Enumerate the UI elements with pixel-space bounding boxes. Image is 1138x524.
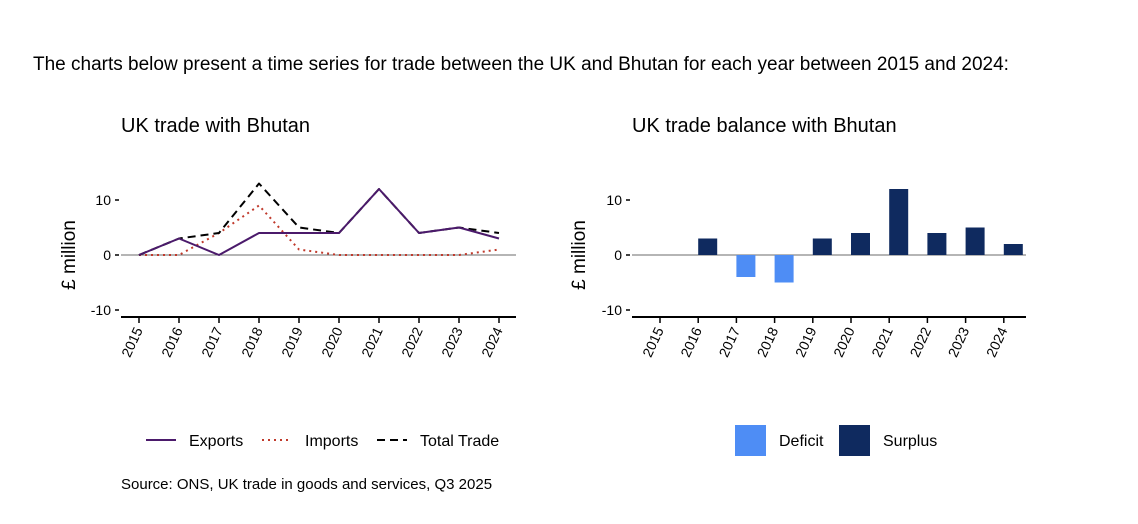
line-chart-xtick-label: 2018 — [238, 324, 266, 359]
bar-chart-xtick-label: 2018 — [754, 324, 782, 359]
bar-chart-ytick-label: 10 — [606, 192, 622, 208]
line-chart-ytick-label: -10 — [91, 302, 111, 318]
bar-2022 — [927, 233, 947, 255]
bar-2018 — [774, 255, 794, 283]
line-chart-xtick-label: 2019 — [278, 324, 306, 359]
bar-2019 — [812, 238, 832, 255]
legend-swatch-surplus — [839, 425, 870, 456]
bar-chart-xtick-label: 2020 — [830, 324, 858, 359]
bar-chart-xtick-label: 2022 — [906, 324, 934, 359]
bar-chart-xtick-label: 2016 — [677, 324, 705, 359]
line-chart-xtick-label: 2020 — [318, 324, 346, 359]
bar-chart-xtick-label: 2015 — [639, 324, 667, 359]
line-chart-title: UK trade with Bhutan — [121, 115, 310, 137]
bar-chart-xtick-label: 2017 — [715, 324, 743, 359]
line-chart-xtick-label: 2016 — [158, 324, 186, 359]
bar-chart-ytick-label: 0 — [614, 247, 622, 263]
bar-chart-xtick-label: 2023 — [945, 324, 973, 359]
bar-chart-xtick-label: 2021 — [868, 324, 896, 359]
legend-label-imports: Imports — [305, 433, 358, 450]
line-chart-xtick-label: 2021 — [358, 324, 386, 359]
legend-label-exports: Exports — [189, 433, 243, 450]
bar-2020 — [851, 233, 870, 255]
bar-chart-xtick-label: 2024 — [983, 324, 1011, 359]
line-chart-xtick-label: 2023 — [438, 324, 466, 359]
line-chart-y-axis-label: £ million — [59, 220, 80, 290]
bar-chart-title: UK trade balance with Bhutan — [632, 115, 897, 137]
bar-chart-xtick-label: 2019 — [792, 324, 820, 359]
bar-chart-ytick-label: -10 — [602, 302, 622, 318]
line-chart-xtick-label: 2022 — [398, 324, 426, 359]
legend-label-total-trade: Total Trade — [420, 433, 499, 450]
legend-swatch-deficit — [735, 425, 766, 456]
line-chart-ytick-label: 0 — [103, 247, 111, 263]
line-chart-xtick-label: 2024 — [478, 324, 506, 359]
bar-chart-y-axis-label: £ million — [569, 220, 590, 290]
bar-2023 — [965, 227, 985, 255]
series-line-exports — [138, 188, 500, 256]
line-chart-xtick-label: 2015 — [118, 324, 146, 359]
legend-label-deficit: Deficit — [779, 433, 824, 450]
line-chart-ytick-label: 10 — [95, 192, 111, 208]
series-line-total-trade — [138, 182, 500, 256]
bar-2017 — [736, 255, 756, 277]
bar-2016 — [698, 238, 718, 255]
bar-2024 — [1003, 244, 1023, 255]
bar-2021 — [889, 189, 909, 255]
intro-text: The charts below present a time series f… — [33, 54, 1009, 75]
source-note: Source: ONS, UK trade in goods and servi… — [121, 476, 493, 493]
legend-label-surplus: Surplus — [883, 433, 937, 450]
line-chart-xtick-label: 2017 — [198, 324, 226, 359]
